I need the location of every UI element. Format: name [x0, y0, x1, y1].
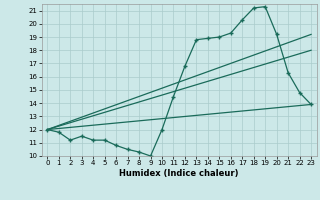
X-axis label: Humidex (Indice chaleur): Humidex (Indice chaleur) [119, 169, 239, 178]
